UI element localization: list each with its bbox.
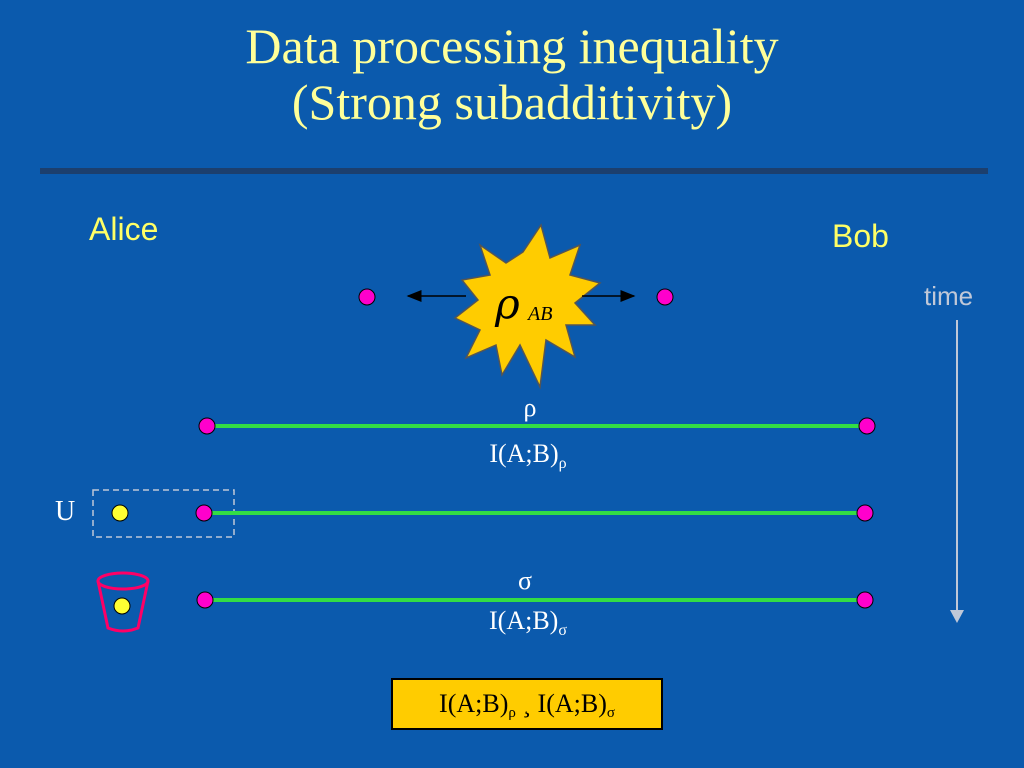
explosion-star-icon [453, 223, 602, 390]
result-right: I(A;B) [537, 689, 607, 718]
result-right-sub: σ [606, 705, 615, 721]
bob-node-unitary [856, 504, 874, 522]
alice-node-unitary [195, 504, 213, 522]
unitary-label: U [55, 496, 76, 527]
alice-label: Alice [89, 211, 159, 247]
rho-mutual-info: I(A;B)ρ [428, 439, 628, 473]
bob-particle [656, 288, 674, 306]
title-divider [40, 168, 988, 174]
result-left-sub: ρ [508, 705, 516, 721]
result-relation: ¸ [522, 689, 532, 718]
time-arrow-head-icon [950, 610, 964, 623]
title-line-1: Data processing inequality [245, 18, 779, 74]
slide-title: Data processing inequality (Strong subad… [0, 18, 1024, 130]
sigma-mutual-info-sub: σ [558, 622, 567, 639]
inequality-box: I(A;B)ρ ¸ I(A;B)σ [391, 678, 663, 730]
rho-label: ρ [523, 393, 537, 422]
rho-mutual-info-text: I(A;B) [489, 439, 559, 468]
state-subscript: AB [526, 303, 552, 325]
state-symbol: ρ [494, 279, 520, 328]
ancilla-particle [111, 504, 129, 522]
bob-label: Bob [832, 218, 889, 254]
alice-node-rho [198, 417, 216, 435]
alice-node-sigma [196, 591, 214, 609]
sigma-mutual-info-text: I(A;B) [489, 606, 559, 635]
trash-bin-icon [96, 571, 150, 633]
time-label: time [924, 281, 974, 311]
alice-particle [358, 288, 376, 306]
title-line-2: (Strong subadditivity) [291, 74, 733, 130]
sigma-mutual-info: I(A;B)σ [428, 606, 628, 640]
discarded-particle [113, 597, 131, 615]
bob-node-sigma [856, 591, 874, 609]
sigma-label: σ [517, 566, 532, 595]
result-left: I(A;B) [439, 689, 509, 718]
bob-node-rho [858, 417, 876, 435]
rho-mutual-info-sub: ρ [558, 455, 567, 472]
